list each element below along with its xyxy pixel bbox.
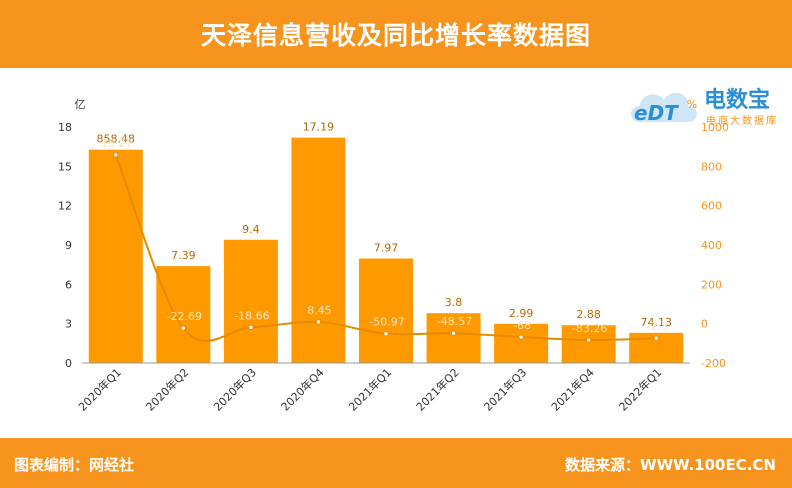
y-left-tick-label: 12 bbox=[58, 200, 72, 213]
y-right-tick-label: 400 bbox=[701, 239, 722, 252]
line-value-label: -22.69 bbox=[167, 310, 202, 323]
bar-series bbox=[88, 137, 684, 363]
y-right-tick-label: 0 bbox=[701, 318, 708, 331]
line-value-label: 16.27 bbox=[101, 137, 133, 150]
bar bbox=[223, 239, 278, 363]
bar bbox=[561, 325, 616, 363]
y-axis-right-label: % bbox=[687, 98, 697, 111]
line-value-label: -50.97 bbox=[369, 316, 404, 329]
line-point bbox=[113, 152, 119, 158]
footer-bar: 图表编制：网经社 数据来源：WWW.100EC.CN bbox=[0, 438, 792, 488]
line-value-label: 8.45 bbox=[307, 304, 332, 317]
bar-value-label: 3.8 bbox=[445, 296, 463, 309]
cloud-logo-icon: eDT bbox=[631, 92, 697, 125]
revenue-growth-chart: 亿 % 0 3 6 9 12 15 18 -200 0 200 400 600 800 1000 202… bbox=[58, 98, 729, 414]
x-tick-label: 2021年Q4 bbox=[548, 365, 597, 414]
bar bbox=[88, 149, 143, 363]
logo-mark: eDT bbox=[634, 101, 679, 125]
y-axis-left-label: 亿 bbox=[75, 98, 86, 111]
bar bbox=[494, 323, 549, 363]
bar bbox=[359, 258, 413, 363]
y-axis-right: -200 0 200 400 600 800 1000 bbox=[701, 121, 729, 370]
bar bbox=[156, 266, 211, 363]
footer-source-editor: 图表编制：网经社 bbox=[14, 456, 135, 474]
x-tick-label: 2020年Q4 bbox=[278, 365, 327, 414]
line-point bbox=[585, 337, 592, 343]
x-tick-label: 2020年Q3 bbox=[210, 365, 259, 414]
line-value-label: -18.66 bbox=[234, 309, 269, 322]
line-point bbox=[450, 330, 457, 336]
logo-subtitle: 电商大数据库 bbox=[706, 116, 778, 127]
line-value-label: -48.57 bbox=[437, 315, 472, 328]
y-left-tick-label: 0 bbox=[65, 357, 72, 370]
line-point bbox=[383, 330, 389, 337]
x-tick-label: 2022年Q1 bbox=[616, 365, 665, 414]
bar-value-label: 9.4 bbox=[242, 223, 260, 236]
header-bar: 天泽信息营收及同比增长率数据图 bbox=[0, 0, 792, 68]
bar-value-label: 74.13 bbox=[640, 316, 672, 329]
x-axis: 2020年Q1 2020年Q2 2020年Q3 2020年Q4 2021年Q1 2021年… bbox=[75, 365, 664, 414]
y-left-tick-label: 3 bbox=[65, 318, 72, 331]
bar-value-label: 17.19 bbox=[303, 121, 335, 134]
x-tick-label: 2020年Q2 bbox=[143, 365, 192, 414]
bar-value-label: 7.97 bbox=[374, 242, 399, 255]
line-point bbox=[180, 325, 187, 331]
line-value-label: -68 bbox=[513, 319, 531, 332]
x-tick-label: 2021年Q1 bbox=[346, 365, 395, 414]
y-left-tick-label: 18 bbox=[58, 121, 72, 134]
logo-brand: 电数宝 bbox=[704, 88, 771, 113]
x-tick-label: 2021年Q3 bbox=[481, 365, 530, 414]
chart-title: 天泽信息营收及同比增长率数据图 bbox=[200, 21, 591, 50]
bar-value-label: 7.39 bbox=[171, 249, 196, 262]
y-axis-left: 0 3 6 9 12 15 18 bbox=[58, 121, 72, 370]
x-tick-label: 2020年Q1 bbox=[75, 365, 124, 414]
bar-value-label: 2.99 bbox=[509, 307, 534, 320]
y-right-tick-label: 1000 bbox=[701, 121, 729, 134]
y-right-tick-label: 800 bbox=[701, 160, 722, 173]
bar-value-label: 2.88 bbox=[576, 308, 601, 321]
line-data-labels: 16.27 -22.69 -18.66 8.45 -50.97 -48.57 -68 -83.… bbox=[101, 137, 668, 335]
y-right-tick-label: 600 bbox=[701, 200, 722, 213]
y-left-tick-label: 9 bbox=[65, 239, 72, 252]
logo: eDT 电数宝 电商大数据库 bbox=[626, 76, 791, 132]
y-left-tick-label: 15 bbox=[58, 160, 72, 173]
y-right-tick-label: -200 bbox=[701, 357, 726, 370]
footer-data-source: 数据来源：WWW.100EC.CN bbox=[565, 456, 776, 474]
bar bbox=[291, 137, 346, 363]
bar-data-labels: 858.48 7.39 9.4 17.19 7.97 3.8 2.99 2.88 74.13 bbox=[97, 121, 672, 329]
line-value-label: -83.26 bbox=[572, 322, 607, 335]
line-point bbox=[315, 319, 322, 325]
x-tick-label: 2021年Q2 bbox=[413, 365, 462, 414]
line-series bbox=[113, 152, 659, 343]
line-point bbox=[248, 324, 254, 331]
line-point bbox=[518, 334, 524, 340]
line-point bbox=[653, 335, 659, 341]
line-value-label: -2.3 bbox=[646, 320, 667, 333]
bar-value-label: 858.48 bbox=[97, 133, 136, 146]
bar bbox=[426, 313, 481, 363]
y-right-tick-label: 200 bbox=[701, 278, 722, 291]
y-left-tick-label: 6 bbox=[65, 278, 72, 291]
